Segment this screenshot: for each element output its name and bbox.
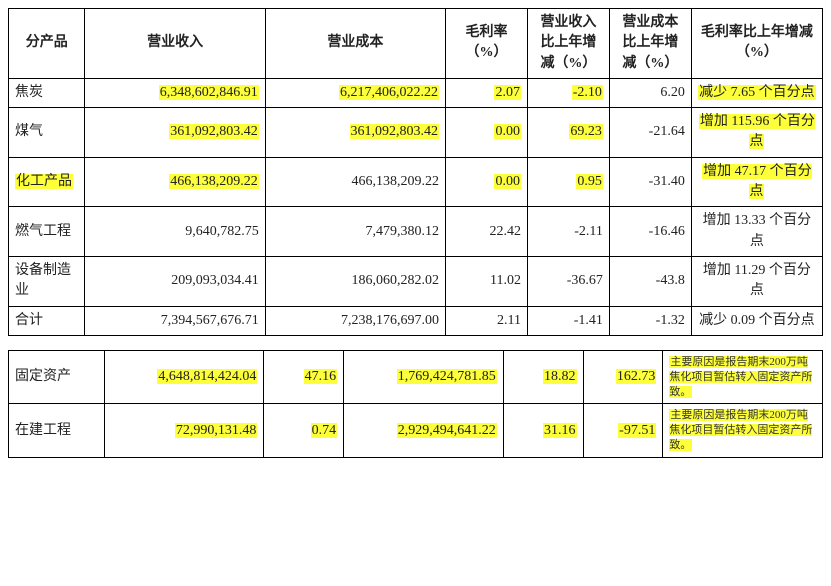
cell-note: 主要原因是报告期末200万吨焦化项目暂估转入固定资产所致。: [663, 350, 823, 404]
table-header: 分产品 营业收入 营业成本 毛利率（%） 营业收入比上年增减（%） 营业成本比上…: [9, 9, 823, 79]
cell-rev-yoy: -36.67: [527, 256, 609, 306]
cell-cost-yoy: -1.32: [609, 306, 691, 335]
cell-v4: 18.82: [503, 350, 583, 404]
cell-product: 设备制造业: [9, 256, 85, 306]
cell-cost-yoy: 6.20: [609, 78, 691, 107]
cell-product: 焦炭: [9, 78, 85, 107]
cell-revenue: 209,093,034.41: [85, 256, 265, 306]
cell-rev-yoy: -2.11: [527, 207, 609, 257]
product-financials-table: 分产品 营业收入 营业成本 毛利率（%） 营业收入比上年增减（%） 营业成本比上…: [8, 8, 823, 336]
cell-gm: 0.00: [446, 157, 528, 207]
col-revenue: 营业收入: [85, 9, 265, 79]
cell-v5: -97.51: [583, 404, 663, 458]
cell-cost-yoy: -16.46: [609, 207, 691, 257]
cell-note: 主要原因是报告期末200万吨焦化项目暂估转入固定资产所致。: [663, 404, 823, 458]
cell-cost: 7,479,380.12: [265, 207, 445, 257]
cell-cost-yoy: -21.64: [609, 108, 691, 158]
cell-v1: 4,648,814,424.04: [104, 350, 264, 404]
cell-gm-yoy: 增加 47.17 个百分点: [691, 157, 822, 207]
cell-v5: 162.73: [583, 350, 663, 404]
table-body: 固定资产4,648,814,424.0447.161,769,424,781.8…: [9, 350, 823, 457]
cell-product: 合计: [9, 306, 85, 335]
col-gm: 毛利率（%）: [446, 9, 528, 79]
cell-v2: 47.16: [264, 350, 344, 404]
cell-revenue: 9,640,782.75: [85, 207, 265, 257]
cell-product: 煤气: [9, 108, 85, 158]
cell-revenue: 361,092,803.42: [85, 108, 265, 158]
cell-revenue: 466,138,209.22: [85, 157, 265, 207]
table-row: 化工产品466,138,209.22466,138,209.220.000.95…: [9, 157, 823, 207]
cell-cost: 186,060,282.02: [265, 256, 445, 306]
cell-cost: 361,092,803.42: [265, 108, 445, 158]
cell-rev-yoy: -1.41: [527, 306, 609, 335]
asset-changes-table: 固定资产4,648,814,424.0447.161,769,424,781.8…: [8, 350, 823, 458]
cell-gm-yoy: 增加 11.29 个百分点: [691, 256, 822, 306]
cell-cost-yoy: -43.8: [609, 256, 691, 306]
col-cost-yoy: 营业成本比上年增减（%）: [609, 9, 691, 79]
cell-item: 在建工程: [9, 404, 105, 458]
cell-gm: 2.07: [446, 78, 528, 107]
cell-gm-yoy: 减少 7.65 个百分点: [691, 78, 822, 107]
table-row: 固定资产4,648,814,424.0447.161,769,424,781.8…: [9, 350, 823, 404]
col-rev-yoy: 营业收入比上年增减（%）: [527, 9, 609, 79]
cell-item: 固定资产: [9, 350, 105, 404]
cell-gm: 0.00: [446, 108, 528, 158]
cell-revenue: 6,348,602,846.91: [85, 78, 265, 107]
cell-v1: 72,990,131.48: [104, 404, 264, 458]
cell-revenue: 7,394,567,676.71: [85, 306, 265, 335]
cell-rev-yoy: -2.10: [527, 78, 609, 107]
cell-product: 化工产品: [9, 157, 85, 207]
cell-v2: 0.74: [264, 404, 344, 458]
cell-gm: 22.42: [446, 207, 528, 257]
table-row: 在建工程72,990,131.480.742,929,494,641.2231.…: [9, 404, 823, 458]
col-product: 分产品: [9, 9, 85, 79]
cell-cost: 466,138,209.22: [265, 157, 445, 207]
table-row: 设备制造业209,093,034.41186,060,282.0211.02-3…: [9, 256, 823, 306]
cell-product: 燃气工程: [9, 207, 85, 257]
table-row: 煤气361,092,803.42361,092,803.420.0069.23-…: [9, 108, 823, 158]
cell-v3: 2,929,494,641.22: [344, 404, 504, 458]
col-gm-yoy: 毛利率比上年增减（%）: [691, 9, 822, 79]
table-row: 焦炭6,348,602,846.916,217,406,022.222.07-2…: [9, 78, 823, 107]
cell-gm-yoy: 增加 13.33 个百分点: [691, 207, 822, 257]
cell-cost: 6,217,406,022.22: [265, 78, 445, 107]
cell-gm-yoy: 增加 115.96 个百分点: [691, 108, 822, 158]
table-row: 燃气工程9,640,782.757,479,380.1222.42-2.11-1…: [9, 207, 823, 257]
cell-cost-yoy: -31.40: [609, 157, 691, 207]
cell-v3: 1,769,424,781.85: [344, 350, 504, 404]
cell-gm-yoy: 减少 0.09 个百分点: [691, 306, 822, 335]
cell-v4: 31.16: [503, 404, 583, 458]
cell-cost: 7,238,176,697.00: [265, 306, 445, 335]
table-body: 焦炭6,348,602,846.916,217,406,022.222.07-2…: [9, 78, 823, 335]
cell-rev-yoy: 69.23: [527, 108, 609, 158]
table-row: 合计7,394,567,676.717,238,176,697.002.11-1…: [9, 306, 823, 335]
col-cost: 营业成本: [265, 9, 445, 79]
cell-rev-yoy: 0.95: [527, 157, 609, 207]
cell-gm: 2.11: [446, 306, 528, 335]
cell-gm: 11.02: [446, 256, 528, 306]
